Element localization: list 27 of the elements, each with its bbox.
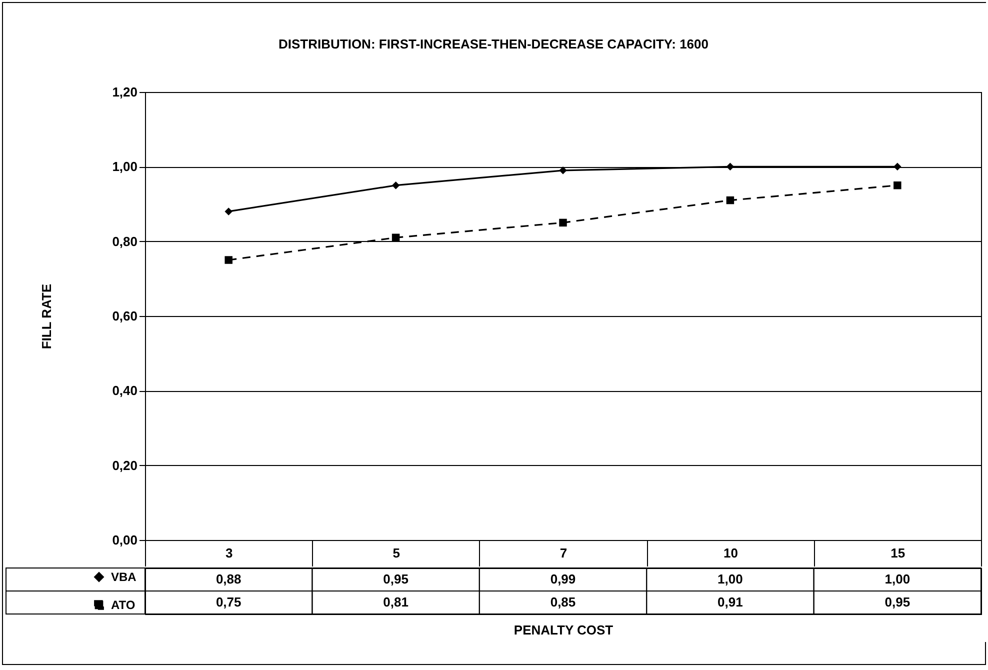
data-label: 0,75	[216, 594, 242, 610]
y-tick-label: 0,80	[112, 234, 138, 249]
y-axis-title: FILL RATE	[39, 284, 54, 350]
x-axis-title: PENALTY COST	[514, 622, 614, 638]
data-label: 0,85	[550, 594, 576, 610]
data-label: 0,91	[718, 594, 743, 610]
x-tick-label: 10	[723, 546, 738, 560]
data-label: 0,95	[383, 572, 408, 586]
y-tick-label: 0,60	[112, 308, 138, 324]
data-label: 0,81	[383, 594, 408, 610]
y-tick-label: 1,20	[112, 84, 138, 100]
data-label: 1,00	[718, 572, 743, 586]
data-label: 0,99	[550, 572, 576, 586]
y-tick-label: 0,20	[112, 458, 138, 473]
x-tick-label: 15	[890, 546, 906, 560]
data-label: 0,95	[884, 594, 910, 610]
x-tick-label: 5	[392, 546, 400, 560]
legend-label: ATO	[111, 598, 136, 612]
legend-label: VBA	[111, 570, 137, 584]
y-tick-label: 0,00	[112, 532, 138, 548]
chart-title: DISTRIBUTION: FIRST-INCREASE-THEN-DECREASE CAPACITY: 1600	[278, 36, 708, 52]
data-label: 1,00	[884, 572, 910, 586]
y-tick-label: 0,40	[112, 383, 138, 398]
x-tick-label: 3	[225, 546, 233, 560]
y-tick-label: 1,00	[112, 159, 138, 174]
data-label: 0,88	[216, 572, 242, 586]
x-tick-label: 7	[560, 546, 568, 560]
